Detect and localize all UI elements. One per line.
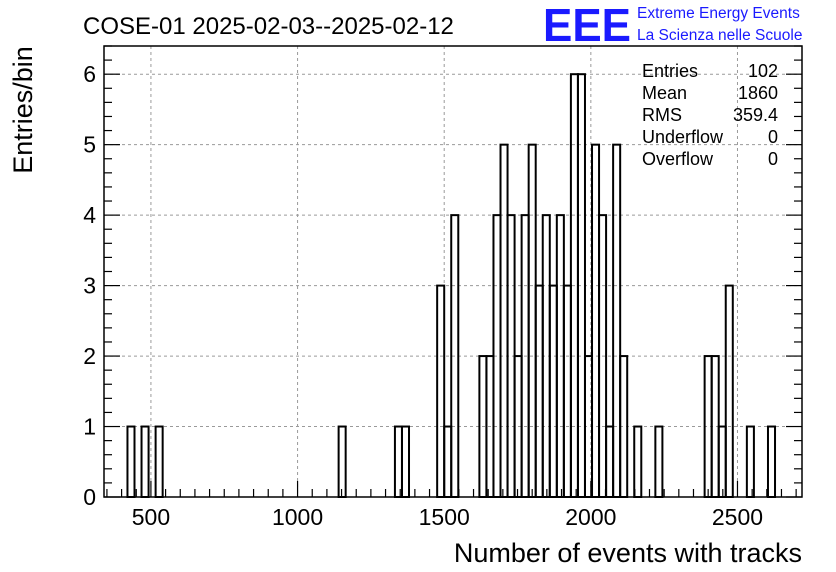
x-tick-label: 1500 [419, 504, 470, 530]
eee-logo: EEE Extreme Energy Events La Scienza nel… [543, 0, 802, 51]
chart-title: COSE-01 2025-02-03--2025-02-12 [83, 13, 454, 40]
histogram-bin [140, 425, 150, 498]
histogram-bin [400, 425, 411, 498]
y-axis-title: Entries/bin [8, 46, 38, 174]
histogram-bin [745, 425, 755, 498]
logo-mark: EEE [543, 0, 631, 51]
logo-line2: La Scienza nelle Scuole [637, 27, 802, 44]
histogram-bin [766, 425, 777, 498]
histogram-bin [154, 425, 164, 498]
grid-lines [104, 46, 802, 497]
stats-value: 1860 [738, 83, 778, 103]
x-tick-label: 2500 [712, 504, 763, 530]
x-tick-label: 500 [132, 504, 170, 530]
histogram-bin [654, 425, 664, 498]
y-tick-label: 0 [83, 484, 96, 510]
histogram-bins [126, 73, 777, 498]
histogram-bin [527, 143, 537, 498]
y-tick-label: 2 [83, 343, 96, 369]
histogram-bin [724, 284, 734, 498]
y-tick-label: 5 [83, 132, 96, 158]
histogram-bin [534, 284, 544, 498]
histogram-bin [436, 284, 446, 498]
histogram-bin [591, 143, 601, 498]
histogram-bin [633, 425, 643, 498]
stats-box: Entries 102 Mean 1860 RMS 359.4 Underflow 0 Over… [642, 61, 778, 169]
plot-frame [103, 45, 803, 498]
histogram-bin [612, 143, 622, 498]
y-tick-label: 3 [83, 273, 96, 299]
histogram-bin [717, 425, 727, 498]
stats-label: Mean [642, 83, 687, 103]
x-tick-label: 1000 [272, 504, 323, 530]
stats-value: 0 [768, 127, 778, 147]
histogram-bin [393, 425, 403, 498]
histogram-bin [548, 284, 558, 498]
histogram-bin [499, 143, 509, 498]
histogram-bin [605, 425, 615, 498]
stats-value: 102 [748, 61, 778, 81]
histogram-bin [443, 425, 453, 498]
y-tick-label: 4 [83, 202, 96, 228]
x-axis-title: Number of events with tracks [454, 538, 802, 568]
histogram-bin [562, 284, 572, 498]
stats-value: 359.4 [733, 105, 778, 125]
stats-label: Overflow [642, 149, 714, 169]
stats-label: Underflow [642, 127, 724, 147]
x-tick-label: 2000 [565, 504, 616, 530]
logo-line1: Extreme Energy Events [637, 5, 800, 22]
stats-label: RMS [642, 105, 682, 125]
histogram-bin [337, 425, 347, 498]
y-tick-label: 6 [83, 61, 96, 87]
y-tick-label: 1 [83, 414, 96, 440]
histogram-bin [126, 425, 136, 498]
stats-value: 0 [768, 149, 778, 169]
axes: 500 1000 1500 2000 2500 0 1 2 3 4 5 6 [83, 45, 803, 530]
stats-label: Entries [642, 61, 698, 81]
